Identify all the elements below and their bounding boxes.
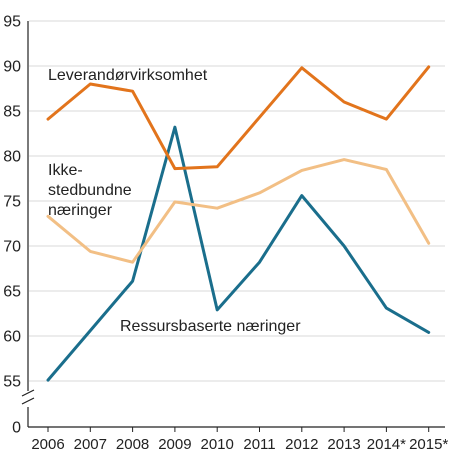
x-tick-label-8: 2014*: [367, 436, 406, 453]
y-tick-label-0: 0: [12, 420, 21, 437]
x-tick-label-0: 2006: [31, 436, 64, 453]
x-tick-label-5: 2011: [243, 436, 275, 453]
x-tick-label-9: 2015*: [409, 436, 448, 453]
y-tick-label-70: 70: [3, 239, 21, 256]
y-tick-label-85: 85: [3, 104, 21, 121]
series-label-ikke-stedbundne-line-1: Ikke-: [48, 162, 83, 179]
series-label-ikke-stedbundne-line-2: stedbundne: [48, 182, 132, 199]
y-axis-ticks: 95 90 85 80 75 70 65 60 55 0: [3, 14, 21, 437]
axis-break-marker: [21, 389, 35, 405]
series-line-1: [46, 158, 431, 264]
y-tick-label-55: 55: [3, 374, 21, 391]
series-label-ressursbaserte: Ressursbaserte næringer: [120, 318, 301, 335]
y-tick-label-60: 60: [3, 329, 21, 346]
y-tick-label-65: 65: [3, 284, 21, 301]
series-line-0: [46, 65, 431, 171]
y-tick-label-95: 95: [3, 14, 21, 31]
x-tick-label-1: 2007: [74, 436, 107, 453]
series-lines: [46, 65, 431, 382]
series-labels: Leverandørvirksomhet Ikke- stedbundne næ…: [48, 67, 301, 335]
series-label-leverandorvirksomhet: Leverandørvirksomhet: [48, 67, 208, 84]
series-label-ikke-stedbundne-line-3: næringer: [48, 202, 113, 219]
x-tick-label-2: 2008: [116, 436, 149, 453]
x-tick-label-4: 2010: [201, 436, 234, 453]
y-tick-label-80: 80: [3, 149, 21, 166]
x-tick-label-6: 2012: [285, 436, 318, 453]
axes: [21, 21, 445, 428]
y-tick-label-90: 90: [3, 59, 21, 76]
y-tick-label-75: 75: [3, 194, 21, 211]
x-axis-ticks: 2006 2007 2008 2009 2010 2011 2012 2013 2014* 201…: [31, 427, 448, 453]
x-tick-label-7: 2013: [327, 436, 360, 453]
series-line-2: [46, 125, 431, 382]
x-tick-label-3: 2009: [158, 436, 191, 453]
